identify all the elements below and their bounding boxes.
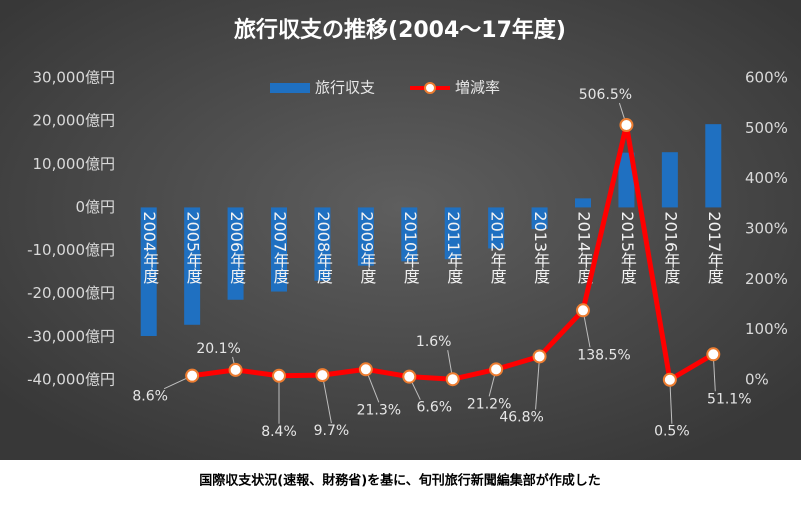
data-label: 9.7% — [314, 423, 350, 439]
bar — [140, 207, 157, 336]
leader-line — [535, 356, 541, 410]
bar — [271, 207, 287, 292]
data-label: 0.5% — [654, 424, 690, 440]
x-tick-label: 2007年度 — [271, 211, 290, 284]
x-tick-label: 2012年度 — [488, 211, 507, 284]
x-tick-label: 2017年度 — [705, 211, 724, 284]
marker — [489, 362, 504, 377]
x-tick-label: 2014年度 — [575, 211, 594, 284]
data-label: 21.3% — [357, 402, 401, 418]
x-tick-label: 2016年度 — [661, 211, 680, 284]
bar — [314, 207, 331, 281]
legend-swatch — [270, 83, 310, 93]
data-label: 8.6% — [132, 389, 168, 405]
rate-line: 8.6% 20.1% 8.4% 9.7% 21.3% 6.6% 1.6% 21.2%46.8%… — [132, 87, 751, 440]
x-tick-label: 2005年度 — [184, 211, 203, 284]
bar — [705, 124, 722, 208]
x-tick-label: 2004年度 — [140, 211, 159, 284]
y-tick-label: -20,000億円 — [27, 284, 115, 302]
marker — [185, 368, 200, 383]
x-tick-label: 2015年度 — [618, 211, 637, 284]
bars — [140, 124, 722, 336]
marker — [228, 362, 243, 377]
bar — [401, 207, 418, 262]
y-tick-label: 0億円 — [75, 198, 115, 216]
bar — [444, 207, 461, 260]
data-label: 6.6% — [416, 400, 452, 416]
marker — [402, 369, 417, 384]
bar — [184, 207, 201, 325]
data-label: 20.1% — [196, 341, 240, 357]
bar — [357, 207, 374, 266]
data-label: 46.8% — [499, 409, 543, 425]
chart-title: 旅行収支の推移(2004～17年度) — [234, 17, 566, 43]
y2-tick-label: 0% — [745, 371, 769, 389]
data-label: 8.4% — [261, 424, 297, 440]
bar — [618, 152, 635, 208]
y2-tick-label: 500% — [745, 119, 788, 137]
marker — [315, 368, 330, 383]
x-tick-label: 2010年度 — [401, 211, 420, 284]
marker — [445, 372, 460, 387]
y-tick-label: -30,000億円 — [27, 327, 115, 345]
marker — [576, 303, 590, 318]
bar — [661, 152, 678, 208]
leader-line — [669, 379, 673, 424]
leader-line — [321, 375, 332, 424]
y-tick-label: -40,000億円 — [27, 371, 115, 389]
marker — [662, 372, 677, 387]
y2-tick-label: 400% — [745, 169, 788, 187]
x-tick-label: 2006年度 — [227, 211, 246, 284]
y2-tick-label: 300% — [745, 220, 788, 238]
x-tick-label: 2009年度 — [357, 211, 376, 284]
y-tick-label: 10,000億円 — [33, 155, 116, 173]
bar — [488, 207, 505, 249]
y2-tick-label: 100% — [745, 320, 788, 338]
x-tick-label: 2013年度 — [531, 211, 550, 284]
bar — [531, 207, 548, 229]
marker — [272, 368, 286, 383]
y2-tick-label: 200% — [745, 270, 788, 288]
marker — [358, 362, 373, 377]
marker — [706, 347, 721, 362]
y2-tick-label: 600% — [745, 69, 788, 87]
data-label: 21.2% — [467, 396, 511, 412]
x-tick-label: 2011年度 — [444, 211, 463, 284]
y-tick-label: -10,000億円 — [27, 241, 115, 259]
marker — [619, 118, 634, 133]
data-label: 1.6% — [416, 334, 452, 350]
x-tick-label: 2008年度 — [314, 211, 333, 284]
bar — [575, 198, 591, 208]
data-label: 138.5% — [577, 347, 630, 363]
year-labels: 2004年度 2005年度 2006年度 2007年度 2008年度 2009年度 2010… — [140, 211, 724, 284]
legend-label: 旅行収支 — [315, 79, 375, 97]
caption: 国際収支状況(速報、財務省)を基に、旬刊旅行新聞編集部が作成した — [199, 473, 601, 489]
legend-label: 増減率 — [455, 79, 500, 97]
marker — [532, 349, 547, 364]
legend-marker — [424, 82, 436, 94]
y-tick-label: 20,000億円 — [33, 112, 116, 130]
bar — [227, 207, 244, 300]
data-label: 506.5% — [579, 87, 632, 103]
data-label: 51.1% — [707, 391, 751, 407]
y-tick-label: 30,000億円 — [33, 69, 116, 87]
